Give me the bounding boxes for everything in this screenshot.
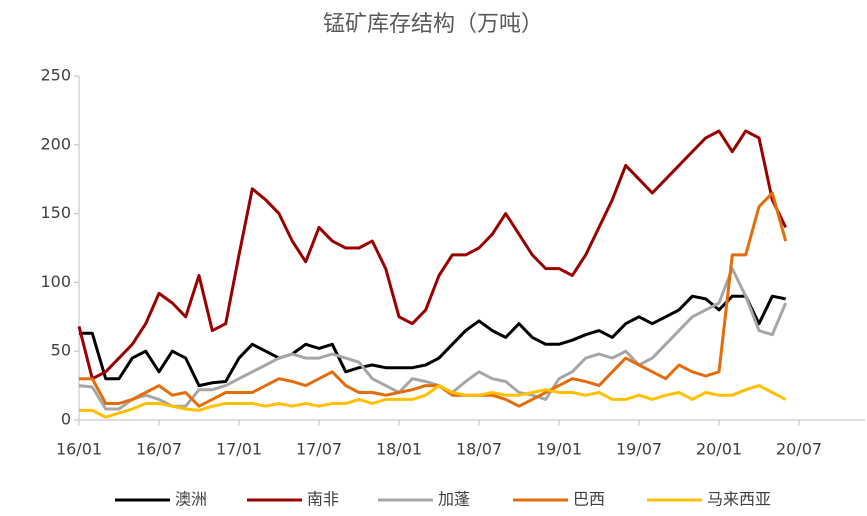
x-tick-label: 19/01 [536,440,582,459]
legend-label: 加蓬 [438,490,470,509]
legend-label: 南非 [307,490,339,509]
series-line [78,267,788,411]
y-tick-label: 150 [40,203,71,222]
x-tick-label: 17/01 [216,440,262,459]
series-line [77,129,788,381]
x-tick-label: 18/07 [456,440,502,459]
x-tick-label: 18/01 [376,440,422,459]
series-line [79,191,788,408]
x-tick-label: 17/07 [296,440,342,459]
x-tick-label: 19/07 [616,440,662,459]
y-tick-label: 100 [40,272,71,291]
y-tick-label: 250 [40,66,71,85]
legend-label: 马来西亚 [707,490,771,509]
y-tick-label: 0 [61,410,71,429]
x-tick-label: 20/01 [696,440,742,459]
legend-label: 巴西 [573,490,605,509]
y-tick-label: 50 [51,341,71,360]
legend-label: 澳洲 [175,490,207,509]
x-tick-label: 16/01 [56,440,102,459]
series-line [79,384,787,419]
y-tick-label: 200 [40,134,71,153]
chart-title: 锰矿库存结构（万吨） [323,12,543,37]
x-tick-label: 16/07 [136,440,182,459]
x-tick-label: 20/07 [776,440,822,459]
series-line [79,294,786,388]
